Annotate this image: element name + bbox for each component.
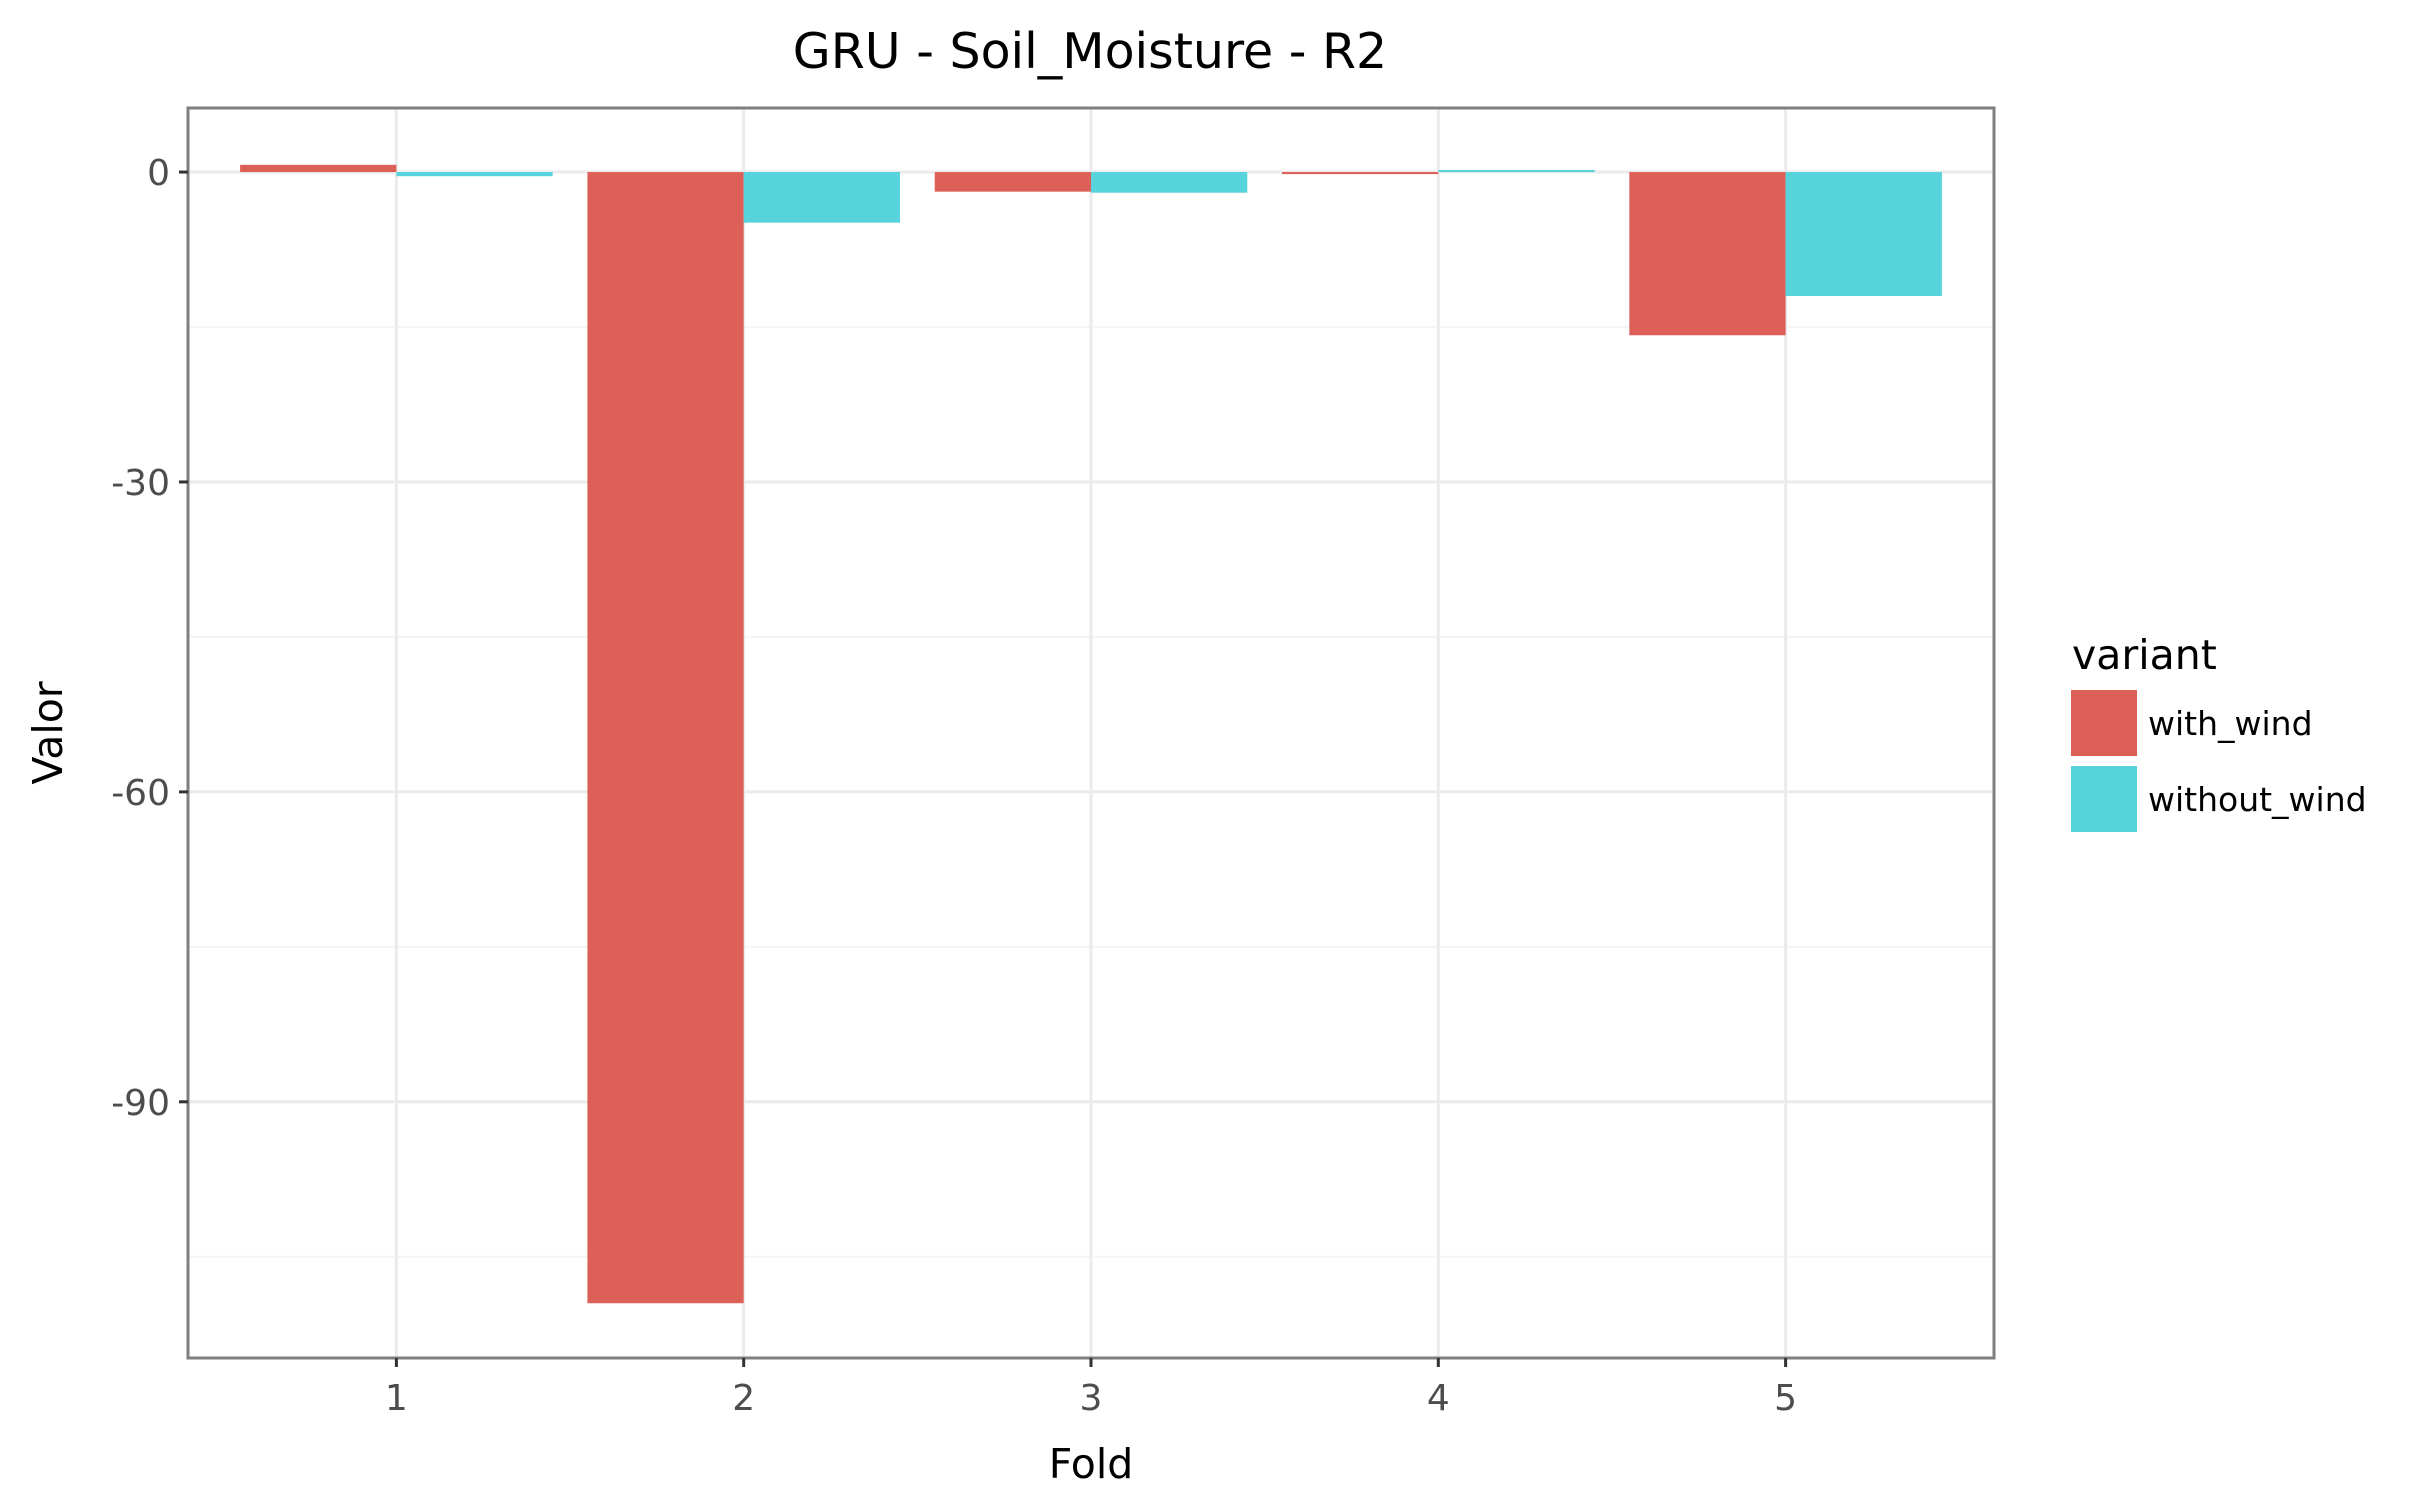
x-tick-label: 4 (1427, 1378, 1450, 1419)
bar-without_wind-fold-1 (396, 172, 553, 177)
x-tick-label: 5 (1774, 1378, 1797, 1419)
y-tick-label: -90 (111, 1083, 170, 1124)
x-axis-title: Fold (1049, 1440, 1134, 1488)
chart-title: GRU - Soil_Moisture - R2 (793, 23, 1387, 80)
x-tick-label: 3 (1080, 1378, 1103, 1419)
legend-items: with_wind without_wind (2071, 690, 2367, 832)
legend-key-without_wind (2071, 766, 2137, 832)
bar-with_wind-fold-4 (1282, 172, 1439, 175)
bar-with_wind-fold-1 (240, 164, 397, 173)
bar-without_wind-fold-2 (743, 172, 900, 223)
x-tick-label: 1 (385, 1378, 408, 1419)
bars-layer (240, 164, 1942, 1304)
bar-without_wind-fold-3 (1091, 172, 1248, 193)
y-tick-label: -30 (111, 463, 170, 504)
bar-without_wind-fold-5 (1785, 172, 1942, 297)
plot-panel (186, 106, 1996, 1360)
y-tick-label: 0 (147, 153, 170, 194)
legend-title: variant (2072, 631, 2217, 679)
x-tick-label: 2 (732, 1378, 755, 1419)
legend-key-with_wind (2071, 690, 2137, 756)
y-tick-label: -60 (111, 773, 170, 814)
bar-with_wind-fold-2 (587, 172, 744, 1304)
x-axis-ticks: 1 2 3 4 5 (385, 1358, 1797, 1419)
y-axis-title: Valor (24, 681, 72, 784)
legend-label-without_wind: without_wind (2148, 780, 2367, 819)
bar-without_wind-fold-4 (1438, 169, 1595, 173)
legend-label-with_wind: with_wind (2148, 704, 2313, 743)
y-axis-ticks: 0 -30 -60 -90 (111, 153, 188, 1124)
legend: variant with_wind without_wind (2071, 631, 2367, 832)
bar-with_wind-fold-3 (934, 172, 1091, 192)
bar-with_wind-fold-5 (1629, 172, 1786, 336)
